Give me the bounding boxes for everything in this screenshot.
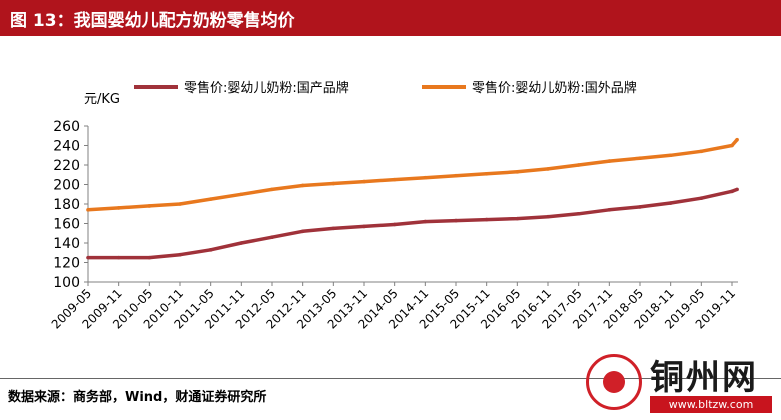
data-point (239, 241, 244, 245)
data-point (270, 187, 274, 192)
data-point (300, 229, 305, 234)
watermark-name: 铜州网 (650, 358, 758, 398)
data-point (270, 235, 274, 239)
y-tick-label: 100 (53, 275, 80, 291)
y-tick-label: 140 (53, 236, 80, 252)
data-point (735, 187, 739, 192)
data-point (607, 159, 612, 163)
data-point (484, 217, 489, 222)
data-point (735, 137, 739, 142)
data-point (362, 224, 366, 229)
watermark-logo-icon (586, 354, 642, 410)
data-point (699, 149, 704, 154)
data-point (454, 218, 458, 223)
data-point (515, 216, 520, 221)
y-tick-label: 220 (53, 158, 80, 174)
legend-label: 零售价:婴幼儿奶粉:国外品牌 (472, 80, 637, 96)
watermark-url: www.bltzw.com (650, 396, 772, 413)
data-point (423, 219, 428, 224)
data-point (116, 206, 121, 210)
series-line-domestic (88, 187, 738, 260)
data-point (515, 170, 520, 174)
y-tick-label: 260 (53, 119, 80, 135)
data-point (239, 192, 244, 197)
data-point (86, 255, 90, 260)
line-chart: 100120140160180200220240260元/KG2009-0520… (49, 80, 739, 332)
watermark: 铜州网 www.bltzw.com (586, 350, 776, 416)
data-point (546, 167, 550, 171)
data-point (331, 226, 336, 231)
data-point (576, 211, 581, 216)
data-point (576, 163, 581, 167)
y-tick-label: 120 (53, 256, 80, 272)
data-point (178, 202, 182, 206)
footer-divider (0, 378, 781, 379)
data-point (208, 197, 213, 201)
data-point (147, 255, 152, 260)
y-tick-label: 160 (53, 217, 80, 233)
y-axis-unit-label: 元/KG (84, 92, 120, 107)
data-point (178, 252, 182, 257)
data-point (208, 248, 213, 252)
data-point (484, 171, 489, 176)
data-point (423, 175, 428, 180)
data-point (147, 204, 152, 208)
data-point (300, 183, 305, 188)
data-point (638, 156, 642, 160)
legend-label: 零售价:婴幼儿奶粉:国产品牌 (184, 80, 349, 96)
data-point (730, 189, 734, 194)
data-point (699, 196, 704, 200)
y-tick-label: 200 (53, 178, 80, 194)
figure-title: 图 13：我国婴幼儿配方奶粉零售均价 (10, 11, 295, 31)
data-point (454, 173, 458, 178)
data-point (730, 143, 734, 148)
data-point (392, 177, 397, 182)
data-point (668, 153, 673, 158)
data-point (607, 208, 612, 212)
data-point (331, 181, 336, 186)
data-point (392, 222, 397, 227)
data-point (638, 205, 642, 209)
data-point (116, 255, 121, 260)
data-point (668, 201, 673, 205)
y-tick-label: 180 (53, 197, 80, 213)
series-line-foreign (87, 138, 739, 212)
data-source: 数据来源：商务部，Wind，财通证券研究所 (8, 390, 267, 405)
data-point (86, 208, 90, 212)
y-tick-label: 240 (53, 139, 80, 155)
data-point (546, 214, 550, 219)
data-point (362, 179, 366, 184)
figure-title-bar: 图 13：我国婴幼儿配方奶粉零售均价 (0, 0, 781, 36)
